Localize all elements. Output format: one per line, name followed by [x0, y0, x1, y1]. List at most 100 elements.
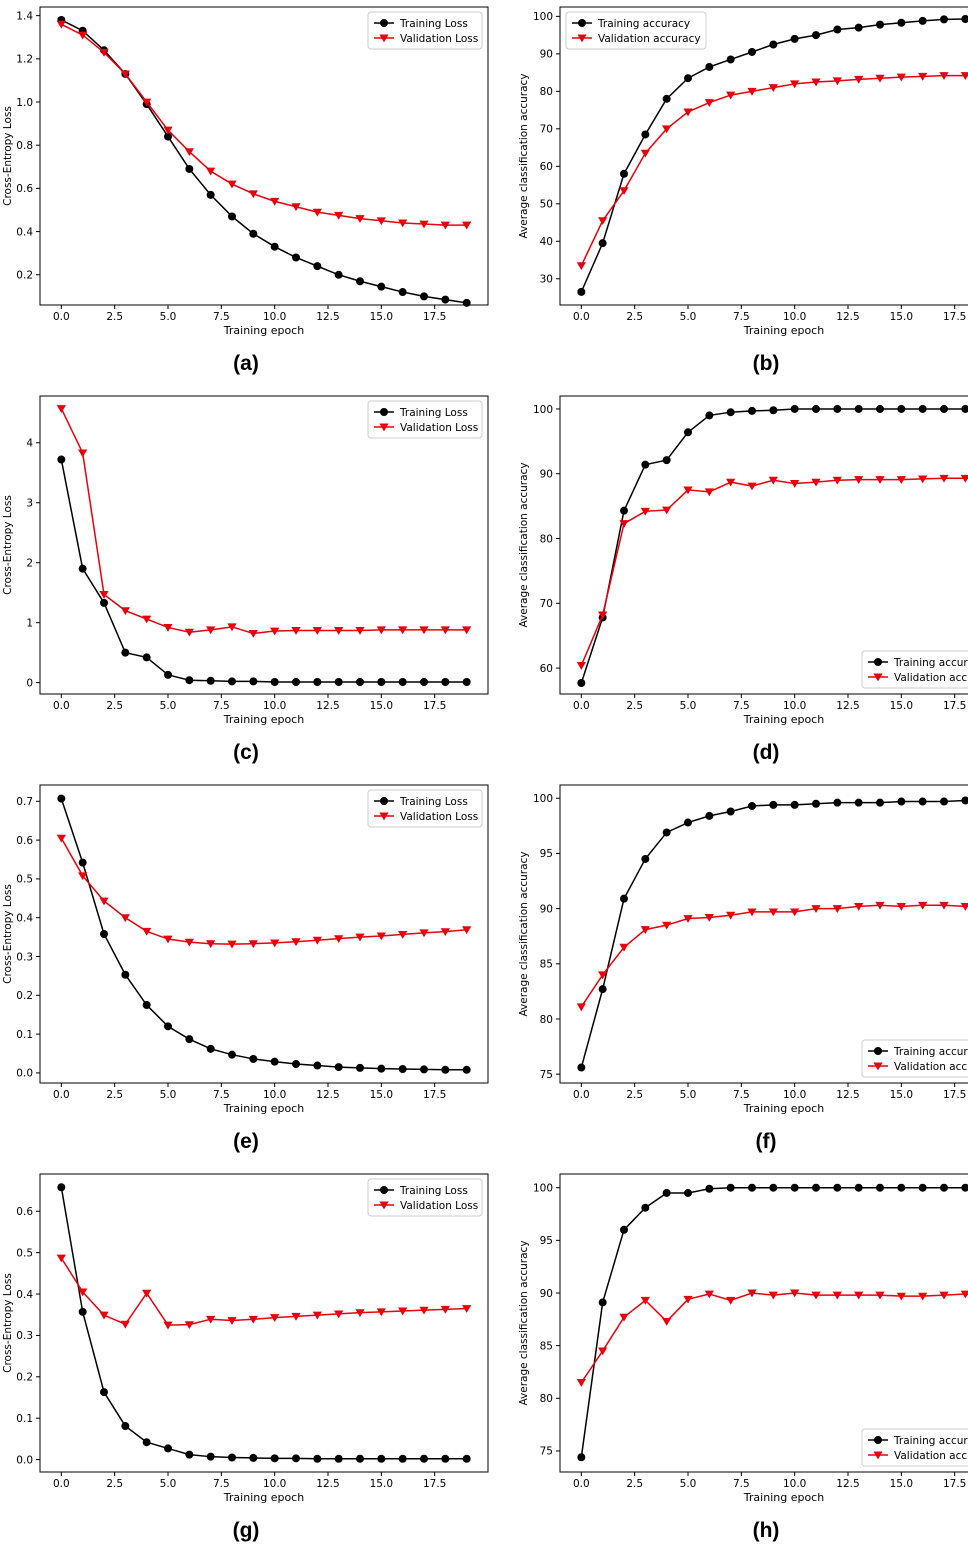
legend: Training Loss Validation Loss: [367, 1178, 483, 1217]
data-point: [620, 506, 628, 515]
data-point: [640, 926, 650, 934]
data-point: [334, 211, 344, 220]
y-tick-label: 0.3: [16, 951, 33, 963]
series-line: [580, 1186, 968, 1458]
data-point: [78, 858, 87, 867]
legend-marker: [577, 34, 587, 43]
data-point: [419, 220, 429, 229]
data-point: [376, 626, 386, 635]
legend: Training accuracy Validation accuracy: [565, 11, 707, 50]
x-tick-label: 17.5: [943, 311, 966, 323]
y-tick-label: 40: [540, 236, 553, 248]
y-tick-label: 75: [540, 1069, 553, 1081]
data-point: [854, 902, 864, 911]
y-tick-label: 80: [540, 1014, 553, 1026]
data-point: [726, 91, 736, 100]
data-point: [420, 1454, 428, 1463]
y-tick-label: 60: [540, 663, 553, 675]
x-tick-label: 5.0: [160, 1089, 177, 1101]
y-tick-label: 0: [26, 677, 33, 689]
data-point: [683, 108, 693, 117]
data-point: [206, 626, 216, 635]
data-point: [334, 1454, 343, 1463]
x-tick-label: 10.0: [263, 311, 286, 323]
y-tick-label: 100: [533, 793, 553, 805]
data-point: [875, 476, 885, 484]
data-point: [270, 939, 280, 948]
y-axis-label: Average classification accuracy: [518, 462, 530, 627]
x-axis-label: Training epoch: [743, 1102, 824, 1115]
x-tick-label: 5.0: [680, 700, 697, 712]
legend-marker: [874, 658, 882, 666]
data-point: [790, 800, 799, 809]
data-point: [163, 126, 173, 135]
x-tick-label: 5.0: [680, 1478, 697, 1490]
data-point: [876, 1183, 884, 1192]
data-point: [811, 1291, 821, 1300]
data-point: [684, 74, 692, 83]
panel-caption: (d): [752, 741, 780, 764]
data-point: [270, 197, 280, 206]
x-axis-label: Training epoch: [743, 324, 824, 337]
data-point: [875, 74, 885, 83]
y-tick-label: 85: [540, 959, 553, 971]
data-point: [164, 670, 172, 679]
data-point: [918, 16, 927, 25]
data-point: [577, 287, 586, 296]
y-axis-label: Cross-Entropy Loss: [2, 495, 14, 595]
chart-panel: 0.0 2.5 5.0 7.5 10.0 12.5 15.0 17.5 0.2 0.4 0.6 0.8…: [0, 0, 489, 340]
y-tick-label: 1.4: [16, 10, 33, 22]
x-tick-label: 17.5: [423, 1089, 446, 1101]
data-point: [705, 62, 714, 71]
x-tick-label: 12.5: [316, 1478, 339, 1490]
data-point: [790, 1183, 799, 1192]
data-point: [334, 626, 344, 635]
data-point: [641, 130, 650, 139]
data-point: [184, 148, 194, 157]
data-point: [142, 1289, 152, 1298]
chart-panel: 0.0 2.5 5.0 7.5 10.0 12.5 15.0 17.5 0.0 0.1 0.2 0.3…: [0, 1167, 489, 1507]
plot-frame: [559, 6, 968, 306]
y-tick-label: 90: [540, 469, 553, 481]
data-point: [832, 1291, 842, 1300]
data-point: [620, 894, 628, 903]
data-point: [227, 940, 237, 949]
y-tick-label: 0.6: [16, 835, 33, 847]
x-tick-label: 12.5: [316, 700, 339, 712]
data-point: [100, 930, 108, 938]
data-point: [164, 132, 172, 141]
y-axis-label: Cross-Entropy Loss: [2, 1273, 14, 1373]
data-point: [598, 985, 607, 994]
plot-frame: [39, 784, 489, 1084]
x-tick-label: 7.5: [733, 700, 750, 712]
y-tick-label: 4: [26, 438, 33, 450]
data-point: [939, 1291, 949, 1300]
data-point: [576, 662, 586, 670]
data-point: [620, 169, 628, 178]
y-tick-label: 0.6: [16, 183, 33, 195]
data-point: [940, 15, 948, 24]
data-point: [940, 404, 948, 413]
validation-series: [576, 1289, 968, 1387]
training-series: [577, 796, 968, 1072]
y-tick-label: 80: [540, 86, 553, 98]
y-tick-label: 0.4: [16, 913, 33, 925]
x-axis-label: Training epoch: [743, 1491, 824, 1504]
data-point: [854, 23, 863, 32]
x-tick-label: 10.0: [783, 1089, 806, 1101]
data-point: [420, 678, 428, 687]
data-point: [662, 125, 672, 134]
data-point: [747, 1289, 757, 1298]
panel-caption: (a): [233, 352, 259, 375]
data-point: [121, 648, 130, 657]
data-point: [960, 902, 968, 911]
x-tick-label: 2.5: [626, 311, 643, 323]
data-point: [640, 149, 650, 158]
data-point: [163, 935, 173, 944]
data-point: [704, 99, 714, 107]
data-point: [163, 623, 173, 632]
data-point: [249, 1453, 258, 1462]
x-tick-label: 12.5: [836, 311, 859, 323]
data-point: [398, 288, 407, 297]
legend-label: Validation accuracy: [598, 33, 701, 45]
